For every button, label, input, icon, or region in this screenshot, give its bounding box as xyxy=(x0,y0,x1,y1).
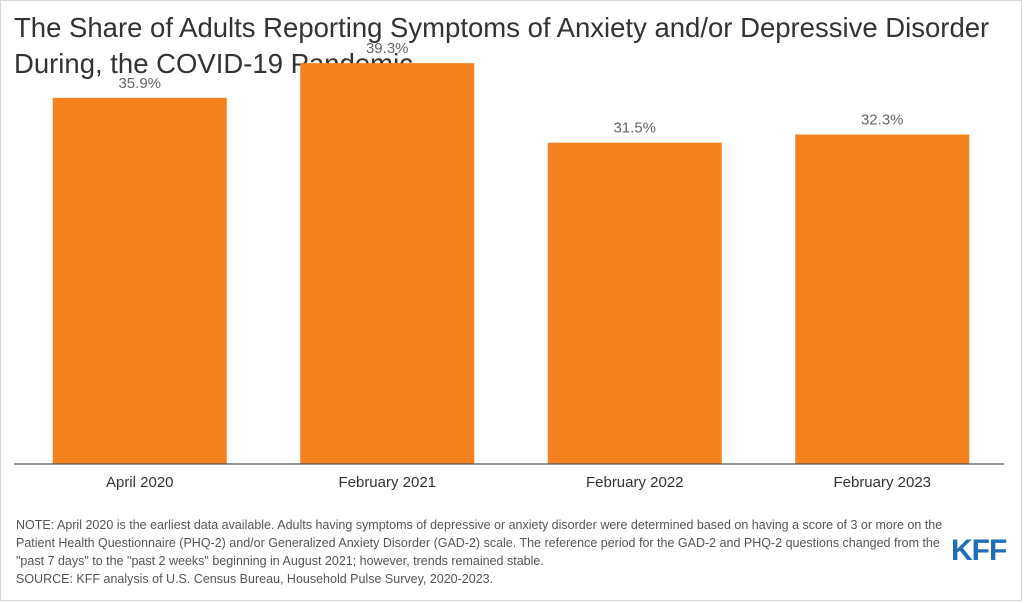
x-tick-label-1: February 2021 xyxy=(338,474,436,491)
x-tick-label-0: April 2020 xyxy=(106,474,174,491)
bar-1 xyxy=(300,63,475,464)
chart-footnote: NOTE: April 2020 is the earliest data av… xyxy=(16,516,946,588)
tick-labels-group: April 2020 February 2021 February 2022 Febr… xyxy=(106,474,931,491)
data-label-0: 35.9% xyxy=(118,75,161,92)
note-text: NOTE: April 2020 is the earliest data av… xyxy=(16,518,943,568)
bar-2 xyxy=(547,142,722,464)
data-label-1: 39.3% xyxy=(366,40,409,57)
data-labels-group: 35.9% 39.3% 31.5% 32.3% xyxy=(118,40,903,137)
data-label-2: 31.5% xyxy=(613,120,656,137)
source-text: SOURCE: KFF analysis of U.S. Census Bure… xyxy=(16,572,494,586)
kff-logo: KFF xyxy=(951,534,1007,567)
bars-group xyxy=(52,63,970,465)
data-label-3: 32.3% xyxy=(861,112,904,129)
x-tick-label-2: February 2022 xyxy=(586,474,684,491)
x-tick-label-3: February 2023 xyxy=(833,474,931,491)
bar-3 xyxy=(795,134,970,465)
chart-title: The Share of Adults Reporting Symptoms o… xyxy=(14,12,990,79)
bar-0 xyxy=(52,97,227,464)
